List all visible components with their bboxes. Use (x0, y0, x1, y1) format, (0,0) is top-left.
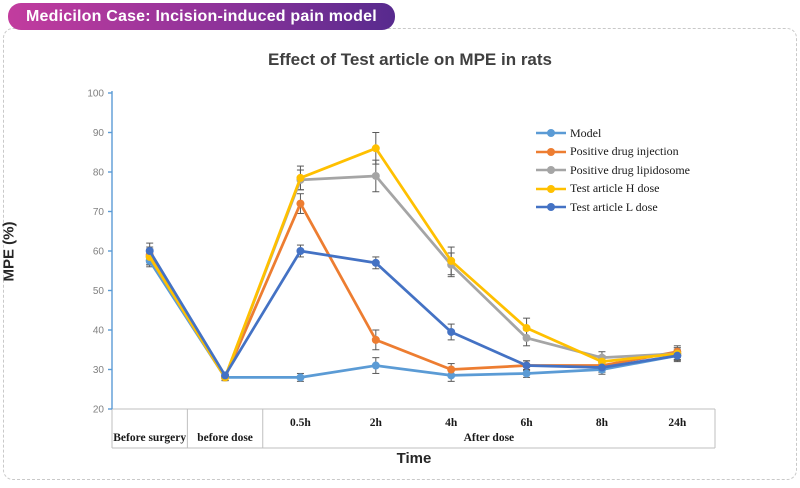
series-marker-3 (522, 324, 531, 333)
series-line-4 (148, 249, 679, 377)
series-marker-4 (673, 351, 682, 360)
legend-item-3: Test article H dose (536, 180, 690, 198)
series-marker-4 (145, 247, 154, 255)
series-marker-0 (447, 371, 456, 380)
series-marker-0 (371, 361, 380, 370)
x-tick-label: 4h (445, 417, 458, 429)
x-tick-label: 8h (596, 417, 609, 429)
y-tick-label: 100 (87, 89, 104, 100)
legend-label: Model (570, 125, 602, 140)
y-tick-label: 90 (93, 128, 105, 139)
legend-marker-icon (536, 203, 566, 211)
legend-label: Positive drug lipidosome (570, 162, 690, 177)
series-marker-0 (296, 373, 305, 382)
series-line-1 (148, 202, 679, 379)
series-marker-2 (522, 333, 531, 342)
legend-marker-icon (536, 166, 566, 174)
series-marker-4 (447, 327, 456, 336)
y-tick-label: 30 (93, 365, 105, 376)
legend-marker-icon (536, 129, 566, 137)
series-marker-3 (296, 173, 305, 182)
y-tick-label: 50 (93, 286, 105, 297)
y-tick-label: 20 (93, 405, 105, 416)
header-badge: Medicilon Case: Incision-induced pain mo… (8, 3, 395, 30)
x-tick-label: 2h (370, 417, 383, 429)
series-marker-1 (296, 199, 305, 208)
chart-legend: Model Positive drug injection Positive dru… (536, 124, 690, 217)
series-marker-1 (447, 365, 456, 374)
series-marker-3 (447, 256, 456, 265)
series-marker-4 (522, 361, 531, 370)
x-tick-label: 24h (668, 417, 687, 429)
series-marker-3 (371, 144, 380, 153)
series-marker-4 (221, 371, 230, 380)
legend-item-1: Positive drug injection (536, 143, 690, 161)
x-tick-label: 0.5h (290, 417, 311, 429)
series-marker-2 (371, 171, 380, 180)
x-group-label: before dose (197, 432, 253, 444)
x-tick-label: 6h (520, 417, 533, 429)
legend-label: Positive drug injection (570, 144, 679, 158)
series-marker-0 (522, 369, 531, 378)
series-marker-4 (296, 247, 305, 255)
y-tick-label: 60 (93, 247, 105, 258)
legend-item-0: Model (536, 124, 690, 142)
y-tick-label: 40 (93, 326, 105, 337)
y-tick-label: 70 (93, 207, 105, 218)
series-marker-4 (371, 258, 380, 267)
legend-item-4: Test article L dose (536, 198, 690, 216)
x-group-label: Before surgery (113, 432, 186, 444)
x-axis-title: Time (396, 450, 432, 467)
legend-marker-icon (536, 147, 566, 156)
legend-label: Test article H dose (570, 181, 660, 195)
x-group-label: After dose (464, 432, 515, 444)
chart-title: Effect of Test article on MPE in rats (267, 50, 553, 69)
card-dashed-border (3, 28, 797, 480)
legend-marker-icon (536, 184, 566, 193)
legend-label: Test article L dose (570, 199, 658, 214)
y-tick-label: 80 (93, 168, 105, 179)
series-marker-3 (597, 357, 606, 366)
series-marker-4 (597, 363, 606, 372)
series-marker-1 (371, 335, 380, 344)
legend-item-2: Positive drug lipidosome (536, 161, 690, 179)
series-line-3 (148, 146, 679, 379)
series-line-0 (148, 259, 679, 379)
